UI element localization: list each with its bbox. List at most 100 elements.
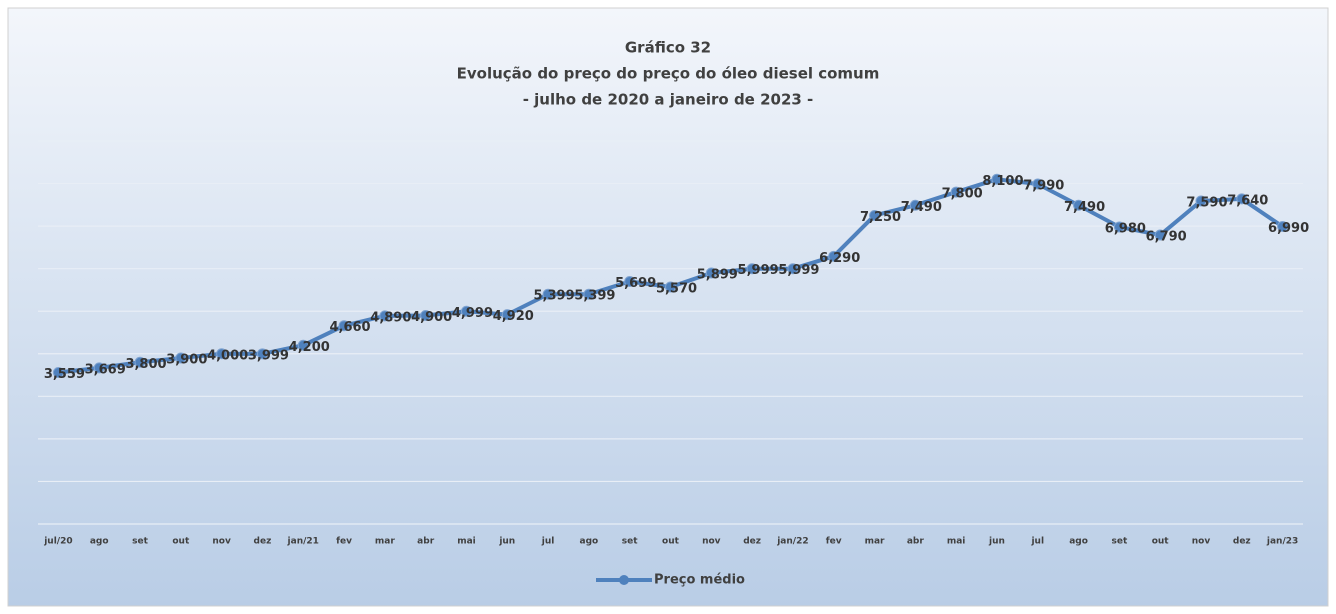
chart-subtitle: Evolução do preço do preço do óleo diese… [457, 65, 880, 83]
data-label: 4,890 [370, 310, 411, 325]
data-marker [909, 199, 921, 211]
legend-label: Preço médio [654, 573, 745, 588]
data-label: 8,100 [982, 174, 1023, 189]
data-marker [869, 209, 881, 221]
data-label: 7,250 [860, 210, 901, 225]
chart-title: Gráfico 32 [625, 39, 711, 57]
data-marker [991, 173, 1003, 185]
data-label: 5,570 [656, 281, 697, 296]
x-tick-label: ago [90, 537, 109, 547]
x-tick-label: dez [743, 537, 761, 547]
data-label: 7,490 [901, 200, 942, 215]
data-label: 4,920 [493, 309, 534, 324]
data-label: 7,590 [1186, 196, 1227, 211]
data-label: 4,000 [207, 348, 248, 363]
data-label: 7,800 [942, 187, 983, 202]
data-marker [134, 356, 146, 368]
data-label: 5,999 [738, 263, 779, 278]
data-marker [1236, 193, 1248, 205]
data-marker [338, 320, 350, 332]
legend-marker [619, 575, 629, 585]
x-tick-label: set [132, 537, 148, 547]
data-label: 7,990 [1023, 178, 1064, 193]
x-tick-label: out [1152, 537, 1170, 547]
x-tick-label: ago [1069, 537, 1088, 547]
x-tick-label: jul/20 [43, 537, 72, 547]
x-tick-label: jun [498, 537, 515, 547]
data-label: 5,899 [697, 267, 738, 282]
x-tick-label: fev [336, 537, 352, 547]
data-marker [460, 305, 472, 317]
x-tick-label: mar [375, 537, 395, 547]
data-marker [828, 250, 840, 262]
data-marker [1032, 178, 1044, 190]
data-marker [950, 186, 962, 198]
data-label: 4,200 [289, 340, 330, 355]
data-label: 3,559 [44, 367, 85, 382]
data-marker [1195, 195, 1207, 207]
x-tick-label: abr [907, 537, 925, 547]
data-marker [379, 310, 391, 322]
data-marker [297, 339, 309, 351]
data-label: 6,290 [819, 251, 860, 266]
x-tick-label: mai [947, 537, 966, 547]
data-marker [256, 348, 268, 360]
x-tick-label: dez [1233, 537, 1251, 547]
data-marker [52, 367, 64, 379]
x-tick-label: jan/22 [776, 537, 808, 547]
data-label: 6,790 [1146, 230, 1187, 245]
data-marker [787, 263, 799, 275]
x-tick-label: jan/23 [1266, 537, 1298, 547]
data-marker [624, 275, 636, 287]
data-marker [420, 309, 432, 321]
x-tick-label: fev [826, 537, 842, 547]
data-label: 3,669 [85, 362, 126, 377]
data-marker [705, 267, 717, 279]
x-tick-label: jul [1030, 537, 1044, 547]
data-label: 4,660 [329, 320, 370, 335]
data-marker [583, 288, 595, 300]
chart-subtitle: - julho de 2020 a janeiro de 2023 - [523, 91, 814, 109]
x-tick-label: nov [212, 537, 231, 547]
data-label: 3,800 [125, 357, 166, 372]
x-tick-label: dez [254, 537, 272, 547]
data-label: 3,999 [248, 348, 289, 363]
data-marker [1154, 229, 1166, 241]
x-tick-label: jun [988, 537, 1005, 547]
chart-frame [7, 7, 1329, 607]
x-tick-label: set [622, 537, 638, 547]
x-tick-label: out [662, 537, 680, 547]
data-marker [1277, 221, 1289, 233]
data-label: 7,490 [1064, 200, 1105, 215]
x-tick-label: abr [417, 537, 435, 547]
data-label: 5,399 [534, 289, 575, 304]
data-marker [175, 352, 187, 364]
x-tick-label: jul [541, 537, 555, 547]
data-marker [1073, 199, 1085, 211]
x-tick-label: mar [865, 537, 885, 547]
data-label: 4,999 [452, 306, 493, 321]
data-label: 6,990 [1268, 221, 1309, 236]
data-label: 3,900 [166, 353, 207, 368]
data-marker [501, 309, 513, 321]
x-tick-label: set [1111, 537, 1127, 547]
data-label: 5,699 [615, 276, 656, 291]
data-label: 7,640 [1227, 193, 1268, 208]
x-tick-label: out [172, 537, 190, 547]
data-marker [1113, 221, 1125, 233]
x-tick-label: mai [457, 537, 476, 547]
data-label: 5,999 [778, 263, 819, 278]
data-marker [665, 281, 676, 293]
data-label: 4,900 [411, 310, 452, 325]
x-tick-label: nov [1192, 537, 1211, 547]
data-label: 5,399 [574, 289, 615, 304]
data-marker [542, 288, 554, 300]
data-marker [216, 348, 228, 360]
data-label: 6,980 [1105, 221, 1146, 236]
x-tick-label: jan/21 [287, 537, 319, 547]
x-tick-label: ago [580, 537, 599, 547]
data-marker [93, 362, 105, 374]
data-marker [746, 263, 758, 275]
